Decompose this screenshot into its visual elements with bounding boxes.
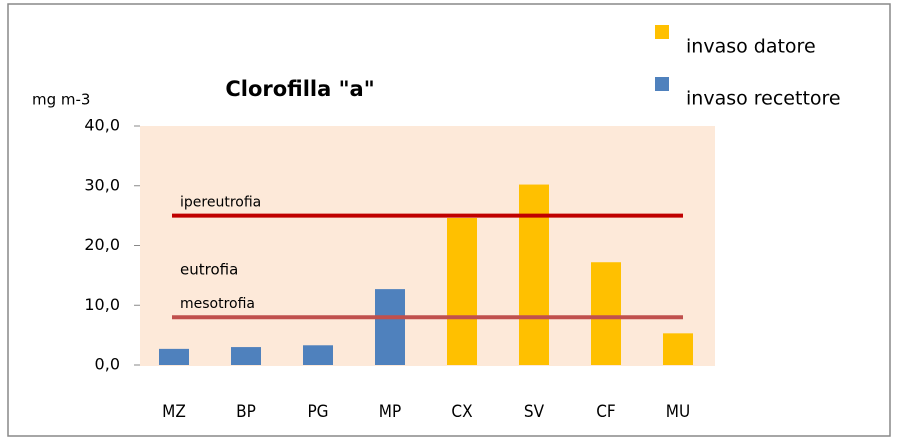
y-tick-label: 30,0 [84,175,120,194]
legend-swatch [655,77,669,91]
legend-label: invaso recettore [686,88,841,110]
y-tick-label: 0,0 [95,355,120,374]
y-tick-label: 40,0 [84,116,120,135]
x-tick-label: CX [451,402,472,422]
bar [375,289,405,365]
bar [231,347,261,365]
threshold-label: mesotrofia [180,296,255,312]
legend-swatch [655,25,669,39]
bar [519,184,549,365]
x-tick-label: MZ [162,402,186,422]
x-tick-label: MU [666,402,690,422]
y-tick-label: 20,0 [84,235,120,254]
y-axis-label: mg m-3 [32,91,90,109]
x-tick-label: CF [596,402,615,422]
threshold-label: ipereutrofia [180,195,261,211]
bar [447,218,477,365]
x-tick-label: MP [379,402,401,422]
legend-label: invaso datore [686,36,816,58]
y-tick-label: 10,0 [84,295,120,314]
bar [159,348,189,365]
plot-area [140,126,715,366]
chart-title: Clorofilla "a" [225,77,374,101]
bar [303,345,333,365]
bar [591,262,621,365]
annotation: eutrofia [180,261,238,279]
x-tick-label: BP [236,402,256,422]
x-tick-label: PG [307,402,328,422]
x-tick-label: SV [524,402,545,422]
bar [663,333,693,365]
